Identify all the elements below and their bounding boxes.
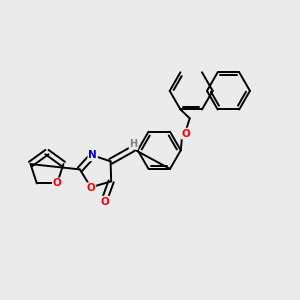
Text: O: O xyxy=(86,183,95,193)
Text: O: O xyxy=(182,129,190,139)
Text: H: H xyxy=(130,139,138,149)
Text: O: O xyxy=(53,178,62,188)
Text: O: O xyxy=(101,197,110,207)
Text: N: N xyxy=(88,150,97,161)
